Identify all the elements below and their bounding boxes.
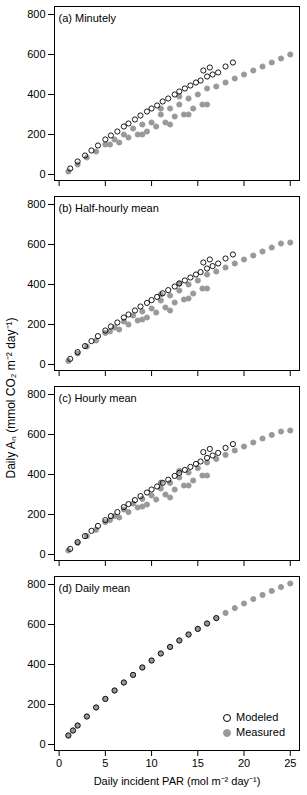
html-text:Daily Aₙ (mmol CO₂ m⁻² day⁻¹): Daily Aₙ (mmol CO₂ m⁻² day⁻¹)	[3, 317, 18, 478]
svg-text:Daily incident PAR (mol m⁻² da: Daily incident PAR (mol m⁻² day⁻¹)	[94, 775, 261, 787]
svg-text:25: 25	[284, 757, 296, 769]
html-text:Modeled: Modeled	[236, 711, 279, 723]
svg-text:0: 0	[39, 358, 45, 370]
svg-text:200: 200	[27, 508, 45, 520]
svg-text:20: 20	[238, 757, 250, 769]
svg-text:15: 15	[192, 757, 204, 769]
svg-text:0: 0	[39, 738, 45, 750]
svg-text:200: 200	[27, 128, 45, 140]
svg-text:200: 200	[27, 318, 45, 330]
svg-text:0: 0	[56, 757, 62, 769]
svg-text:0: 0	[39, 168, 45, 180]
svg-text:5: 5	[102, 757, 108, 769]
svg-text:(a) Minutely: (a) Minutely	[59, 12, 117, 24]
svg-text:(c) Hourly mean: (c) Hourly mean	[59, 392, 137, 404]
svg-text:10: 10	[145, 757, 157, 769]
svg-text:400: 400	[27, 278, 45, 290]
svg-text:(d) Daily mean: (d) Daily mean	[59, 582, 131, 594]
html-text:Measured: Measured	[236, 726, 285, 738]
svg-text:800: 800	[27, 578, 45, 590]
svg-text:600: 600	[27, 618, 45, 630]
svg-text:800: 800	[27, 8, 45, 20]
svg-text:800: 800	[27, 388, 45, 400]
svg-text:(b) Half-hourly mean: (b) Half-hourly mean	[59, 202, 159, 214]
svg-text:400: 400	[27, 88, 45, 100]
svg-text:600: 600	[27, 428, 45, 440]
svg-text:600: 600	[27, 238, 45, 250]
svg-text:800: 800	[27, 198, 45, 210]
svg-text:600: 600	[27, 48, 45, 60]
svg-text:0: 0	[39, 548, 45, 560]
svg-text:400: 400	[27, 658, 45, 670]
svg-text:400: 400	[27, 468, 45, 480]
svg-text:200: 200	[27, 698, 45, 710]
